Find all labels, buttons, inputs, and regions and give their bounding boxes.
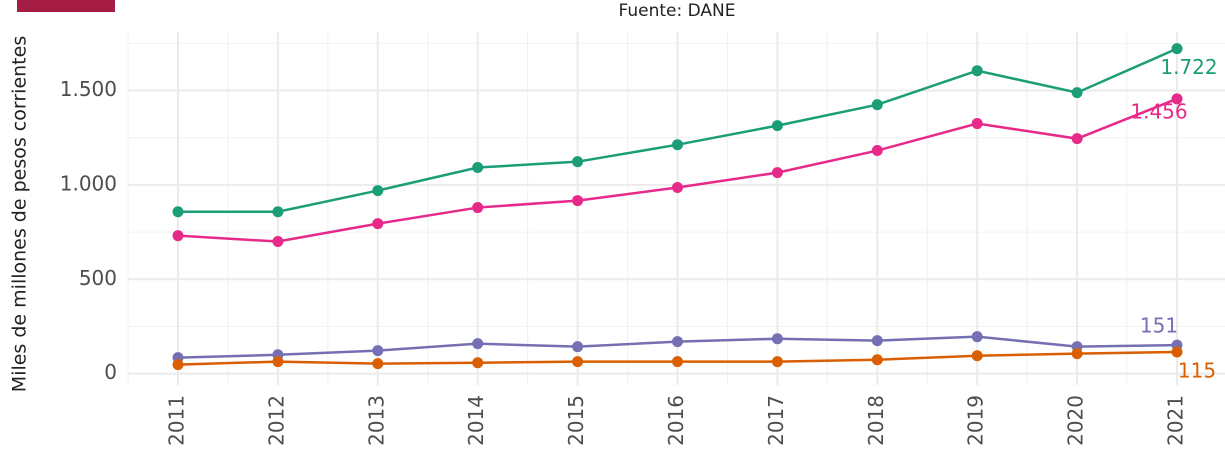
x-tick-label: 2015 [564, 395, 588, 446]
point [672, 356, 683, 368]
point [472, 338, 484, 350]
point [572, 341, 584, 353]
logo-bar [17, 0, 115, 12]
point [971, 118, 983, 130]
x-tick-label: 2012 [264, 395, 288, 446]
point [771, 120, 783, 132]
x-tick-label: 2017 [764, 395, 788, 446]
point [472, 162, 484, 174]
point [372, 358, 384, 370]
point [1171, 43, 1183, 55]
y-tick-label: 500 [79, 266, 117, 290]
point [1071, 133, 1083, 145]
point [272, 356, 284, 368]
point [372, 185, 384, 197]
point [572, 195, 584, 207]
point [172, 359, 184, 371]
point [672, 139, 683, 151]
point [572, 356, 584, 368]
data-label: 151 [1140, 314, 1178, 338]
point [871, 99, 883, 111]
point [871, 354, 883, 366]
point [771, 356, 783, 368]
data-label: 115 [1178, 358, 1216, 382]
point [472, 357, 484, 369]
data-label: 1.456 [1130, 99, 1187, 123]
x-tick-label: 2021 [1164, 395, 1188, 446]
point [172, 206, 184, 218]
x-tick-label: 2019 [964, 395, 988, 446]
x-tick-label: 2014 [464, 395, 488, 446]
y-tick-label: 1.500 [60, 77, 117, 101]
point [672, 182, 683, 194]
x-tick-label: 2018 [864, 395, 888, 446]
point [971, 331, 983, 343]
chart-subtitle: Fuente: DANE [619, 1, 736, 21]
point [771, 333, 783, 345]
point [472, 202, 484, 214]
point [871, 335, 883, 347]
y-axis-label: Miles de millones de pesos corrientes [9, 36, 31, 392]
x-tick-label: 2011 [165, 395, 189, 446]
point [1171, 346, 1183, 358]
y-tick-label: 0 [104, 360, 117, 384]
point [372, 218, 384, 230]
point [272, 236, 284, 248]
y-tick-label: 1.000 [60, 171, 117, 195]
x-tick-label: 2020 [1064, 395, 1088, 446]
x-tick-label: 2016 [664, 395, 688, 446]
point [1171, 93, 1183, 105]
point [1071, 87, 1083, 99]
point [372, 345, 384, 357]
point [871, 145, 883, 157]
point [1071, 348, 1083, 360]
point [172, 230, 184, 242]
point [971, 65, 983, 77]
x-tick-label: 2013 [364, 395, 388, 446]
data-label: 1.722 [1160, 55, 1217, 79]
point [771, 167, 783, 179]
point [672, 336, 683, 348]
point [272, 206, 284, 218]
point [572, 156, 584, 168]
point [971, 350, 983, 362]
